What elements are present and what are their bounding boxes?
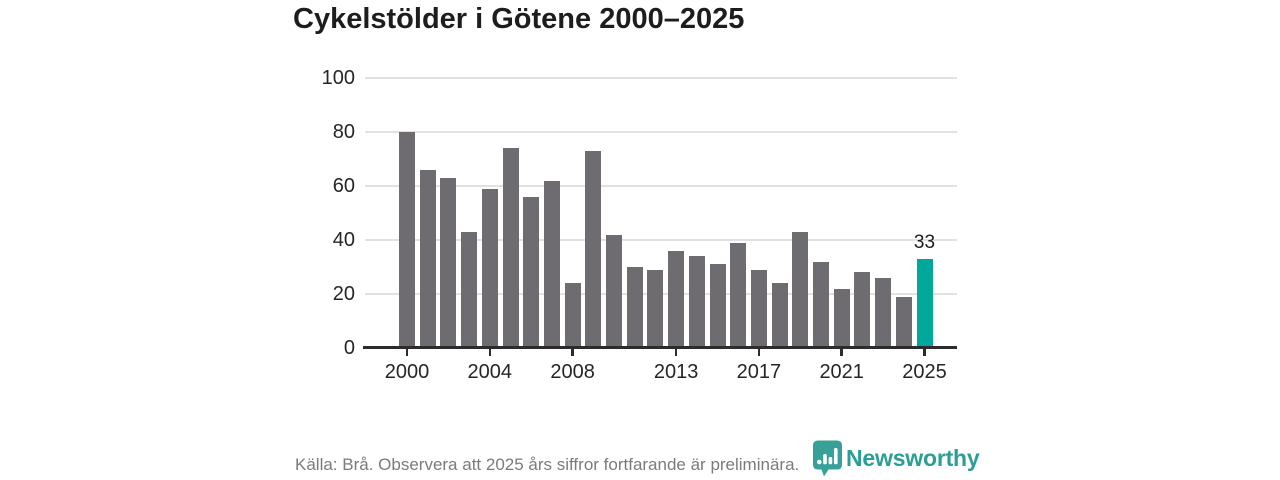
bar-2007 — [543, 180, 560, 348]
bar-2002 — [440, 177, 457, 348]
y-tick-label-20: 20 — [332, 283, 355, 305]
bar-2016 — [730, 242, 747, 348]
newsworthy-logo: Newsworthy — [813, 440, 980, 477]
bar-2010 — [606, 234, 622, 348]
x-tick-2008 — [571, 348, 574, 356]
bar-2021 — [833, 288, 850, 348]
x-tick-label-2008: 2008 — [550, 361, 595, 383]
grid-line-80 — [365, 131, 957, 133]
bar-2004 — [481, 188, 498, 348]
x-tick-2025 — [923, 348, 926, 356]
x-tick-2004 — [488, 348, 492, 356]
x-tick-label-2013: 2013 — [653, 361, 699, 383]
x-tick-label-2021: 2021 — [819, 361, 864, 383]
y-tick-label-0: 0 — [343, 337, 355, 359]
plot-area: 0 20 40 60 80 100 2000 2004 2008 2013 2017 2021 2025… — [322, 67, 957, 383]
source-note: Källa: Brå. Observera att 2025 års siffr… — [295, 455, 800, 474]
bar-2024 — [895, 296, 912, 348]
grid-line-60 — [365, 185, 957, 187]
bar-2019 — [792, 231, 809, 348]
bar-2003 — [461, 231, 478, 348]
bar-2017 — [750, 269, 767, 348]
bar-2015 — [709, 264, 726, 348]
x-tick-label-2025: 2025 — [902, 361, 947, 383]
bar-2025 — [916, 258, 933, 348]
bar-2020 — [813, 261, 829, 348]
x-tick-label-2017: 2017 — [736, 361, 782, 383]
grid-line-40 — [365, 239, 957, 241]
bar-2005 — [502, 148, 519, 348]
bar-2014 — [688, 256, 705, 348]
grid-line-100 — [365, 77, 957, 79]
y-tick-label-60: 60 — [332, 175, 355, 197]
bar-2001 — [419, 169, 436, 348]
bar-2008 — [564, 283, 581, 348]
chart-title: Cykelstölder i Götene 2000–2025 — [293, 3, 745, 35]
bar-2022 — [854, 272, 871, 348]
bar-2013 — [668, 250, 685, 348]
bar-2009 — [585, 150, 602, 348]
x-tick-2021 — [840, 348, 843, 356]
bar-2018 — [771, 283, 788, 348]
bar-2023 — [875, 277, 892, 348]
brand-name: Newsworthy — [846, 445, 980, 471]
bar-2011 — [626, 267, 643, 348]
x-tick-2000 — [405, 348, 409, 356]
bar-2012 — [647, 269, 664, 348]
bar-2000 — [399, 132, 415, 348]
x-tick-label-2004: 2004 — [467, 361, 513, 383]
y-tick-label-100: 100 — [321, 67, 355, 89]
newsworthy-pin-barchart-icon — [813, 440, 842, 477]
bar-value-label-2025: 33 — [913, 231, 936, 253]
x-tick-2013 — [674, 348, 678, 356]
y-tick-label-80: 80 — [332, 121, 355, 143]
x-tick-2017 — [757, 348, 761, 356]
x-tick-label-2000: 2000 — [384, 361, 430, 383]
bar-2006 — [523, 196, 540, 348]
x-axis-line — [363, 346, 957, 349]
y-tick-label-40: 40 — [332, 229, 355, 251]
